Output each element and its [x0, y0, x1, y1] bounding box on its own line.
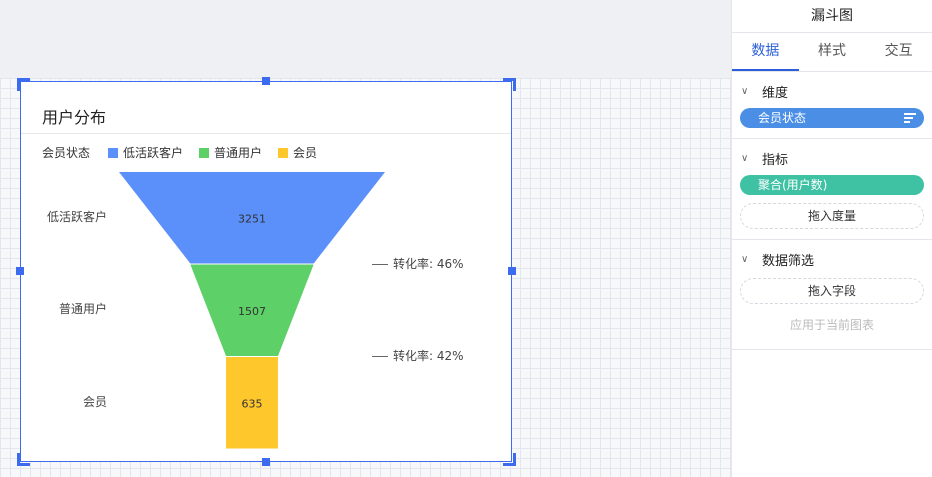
chevron-down-icon: ∨: [741, 253, 749, 265]
chart-legend: 会员状态 低活跃客户 普通用户 会员: [42, 144, 333, 161]
chart-widget[interactable]: 用户分布 会员状态 低活跃客户 普通用户 会员 低活跃客户 普通用户 会员 32…: [20, 81, 512, 462]
measure-field-label: 聚合(用户数): [758, 178, 828, 192]
filter-hint: 应用于当前图表: [789, 318, 874, 332]
funnel-chart: 3251 1507 635: [119, 172, 385, 449]
tab-style[interactable]: 样式: [818, 43, 846, 59]
resize-handle-right[interactable]: [508, 267, 516, 275]
legend-label: 普通用户: [214, 146, 263, 160]
section-header[interactable]: ∨ 维度: [740, 80, 924, 102]
conversion-label: 转化率: 46%: [393, 257, 464, 271]
resize-corner-bl[interactable]: [17, 453, 30, 466]
title-divider: [21, 133, 511, 134]
legend-item[interactable]: 普通用户: [199, 144, 262, 161]
dimension-section: ∨ 维度 会员状态: [732, 72, 932, 139]
funnel-stage[interactable]: [226, 357, 278, 449]
resize-corner-tl[interactable]: [17, 78, 30, 91]
legend-item[interactable]: 低活跃客户: [108, 144, 183, 161]
resize-corner-tr[interactable]: [503, 78, 516, 91]
dimension-field-label: 会员状态: [758, 111, 807, 125]
tab-interaction[interactable]: 交互: [884, 43, 913, 59]
filter-section: ∨ 数据筛选 拖入字段 应用于当前图表: [732, 240, 932, 350]
canvas-area: 用户分布 会员状态 低活跃客户 普通用户 会员 低活跃客户 普通用户 会员 32…: [0, 77, 731, 477]
legend-swatch: [108, 147, 119, 158]
section-label: 数据筛选: [762, 253, 815, 269]
tab-data[interactable]: 数据: [732, 33, 799, 71]
section-label: 指标: [762, 152, 789, 168]
panel-tabs: 数据 样式 交互: [732, 33, 932, 72]
legend-item[interactable]: 会员: [278, 144, 317, 161]
legend-title: 会员状态: [42, 146, 91, 160]
legend-swatch: [199, 147, 210, 158]
conversion-label: 转化率: 42%: [393, 349, 464, 363]
funnel-value-label: 1507: [238, 305, 266, 318]
funnel-stage[interactable]: [190, 264, 314, 357]
panel-title: 漏斗图: [732, 0, 932, 33]
resize-handle-bottom[interactable]: [262, 458, 270, 466]
funnel-stage[interactable]: [119, 172, 385, 264]
conversion-rate: 转化率: 46%: [372, 255, 464, 272]
resize-handle-top[interactable]: [262, 77, 270, 85]
funnel-value-label: 635: [242, 397, 263, 410]
chart-title: 用户分布: [42, 108, 107, 127]
measure-section: ∨ 指标 聚合(用户数) 拖入度量: [732, 139, 932, 240]
legend-label: 会员: [293, 146, 318, 160]
legend-label: 低活跃客户: [123, 146, 184, 160]
legend-swatch: [278, 147, 289, 158]
dimension-field-pill[interactable]: 会员状态: [740, 108, 924, 128]
resize-corner-br[interactable]: [503, 453, 516, 466]
config-panel: 漏斗图 数据 样式 交互 ∨ 维度 会员状态 ∨ 指标 聚合(用户数) 拖入度量…: [731, 0, 932, 477]
section-header[interactable]: ∨ 数据筛选: [740, 248, 924, 270]
section-label: 维度: [762, 85, 789, 101]
chevron-down-icon: ∨: [741, 85, 749, 97]
conversion-rate: 转化率: 42%: [372, 347, 464, 364]
measure-field-pill[interactable]: 聚合(用户数): [740, 175, 924, 195]
category-label: 低活跃客户: [46, 210, 107, 224]
section-header[interactable]: ∨ 指标: [740, 147, 924, 169]
measure-drop-zone[interactable]: 拖入度量: [740, 203, 924, 229]
resize-handle-left[interactable]: [16, 267, 24, 275]
filter-drop-zone[interactable]: 拖入字段: [740, 278, 924, 304]
sort-icon[interactable]: [904, 113, 916, 123]
category-label: 会员: [82, 395, 107, 409]
funnel-value-label: 3251: [238, 212, 266, 225]
chevron-down-icon: ∨: [741, 152, 749, 164]
category-label: 普通用户: [58, 302, 107, 316]
